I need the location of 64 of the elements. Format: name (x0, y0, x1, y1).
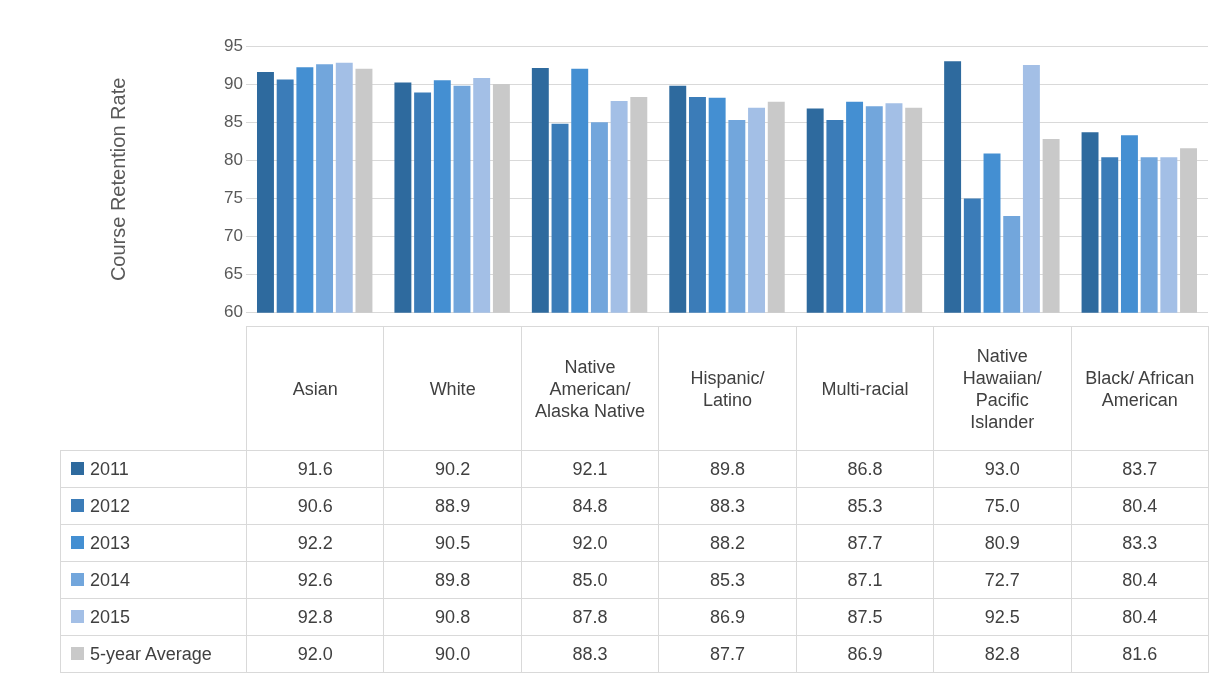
data-label: 72.7 (933, 561, 1072, 599)
data-label: 92.5 (933, 598, 1072, 636)
data-label: 87.7 (796, 524, 934, 562)
legend-label: 2013 (60, 524, 247, 562)
data-label: 87.8 (521, 598, 659, 636)
legend-label: 2011 (60, 450, 247, 488)
x-tick-label: Native American/ Alaska Native (521, 326, 659, 451)
data-label: 90.5 (383, 524, 522, 562)
x-tick-label: Asian (246, 326, 384, 451)
y-tick-label: 90 (224, 73, 243, 93)
data-label: 91.6 (246, 450, 384, 488)
data-label: 75.0 (933, 487, 1072, 525)
data-label: 84.8 (521, 487, 659, 525)
x-tick-label: White (383, 326, 522, 451)
data-label: 85.3 (658, 561, 797, 599)
data-label: 88.3 (658, 487, 797, 525)
data-label: 85.3 (796, 487, 934, 525)
data-label: 80.4 (1071, 598, 1209, 636)
data-label: 92.6 (246, 561, 384, 599)
data-label: 88.2 (658, 524, 797, 562)
data-label: 86.8 (796, 450, 934, 488)
data-label: 88.3 (521, 635, 659, 673)
data-label: 90.6 (246, 487, 384, 525)
data-label: 83.7 (1071, 450, 1209, 488)
data-label: 92.8 (246, 598, 384, 636)
data-label: 89.8 (383, 561, 522, 599)
data-label: 88.9 (383, 487, 522, 525)
data-label: 92.0 (246, 635, 384, 673)
x-tick-label: Native Hawaiian/ Pacific Islander (933, 326, 1072, 451)
data-label: 90.2 (383, 450, 522, 488)
x-tick-label: Black/ African American (1071, 326, 1209, 451)
y-tick-label: 70 (224, 226, 243, 246)
legend-label: 5-year Average (60, 635, 247, 673)
y-axis-title: Course Retention Rate (106, 77, 129, 282)
data-label: 92.0 (521, 524, 659, 562)
data-label: 85.0 (521, 561, 659, 599)
y-tick-label: 85 (224, 111, 243, 131)
data-label: 80.4 (1071, 561, 1209, 599)
y-tick-label: 75 (224, 188, 243, 208)
data-label: 92.1 (521, 450, 659, 488)
data-label: 80.9 (933, 524, 1072, 562)
data-label: 92.2 (246, 524, 384, 562)
data-label: 87.5 (796, 598, 934, 636)
y-tick-label: 65 (224, 264, 243, 284)
data-label: 90.0 (383, 635, 522, 673)
x-tick-label: Multi-racial (796, 326, 934, 451)
data-label: 86.9 (796, 635, 934, 673)
data-label: 93.0 (933, 450, 1072, 488)
data-label: 81.6 (1071, 635, 1209, 673)
legend-label: 2014 (60, 561, 247, 599)
x-tick-label: Hispanic/ Latino (658, 326, 797, 451)
data-label: 83.3 (1071, 524, 1209, 562)
y-tick-label: 60 (224, 302, 243, 322)
data-label: 80.4 (1071, 487, 1209, 525)
legend-label: 2015 (60, 598, 247, 636)
data-label: 89.8 (658, 450, 797, 488)
data-label: 86.9 (658, 598, 797, 636)
data-label: 87.7 (658, 635, 797, 673)
y-tick-label: 95 (224, 35, 243, 55)
legend-label: 2012 (60, 487, 247, 525)
data-label: 90.8 (383, 598, 522, 636)
y-tick-label: 80 (224, 150, 243, 170)
data-label: 82.8 (933, 635, 1072, 673)
data-label: 87.1 (796, 561, 934, 599)
